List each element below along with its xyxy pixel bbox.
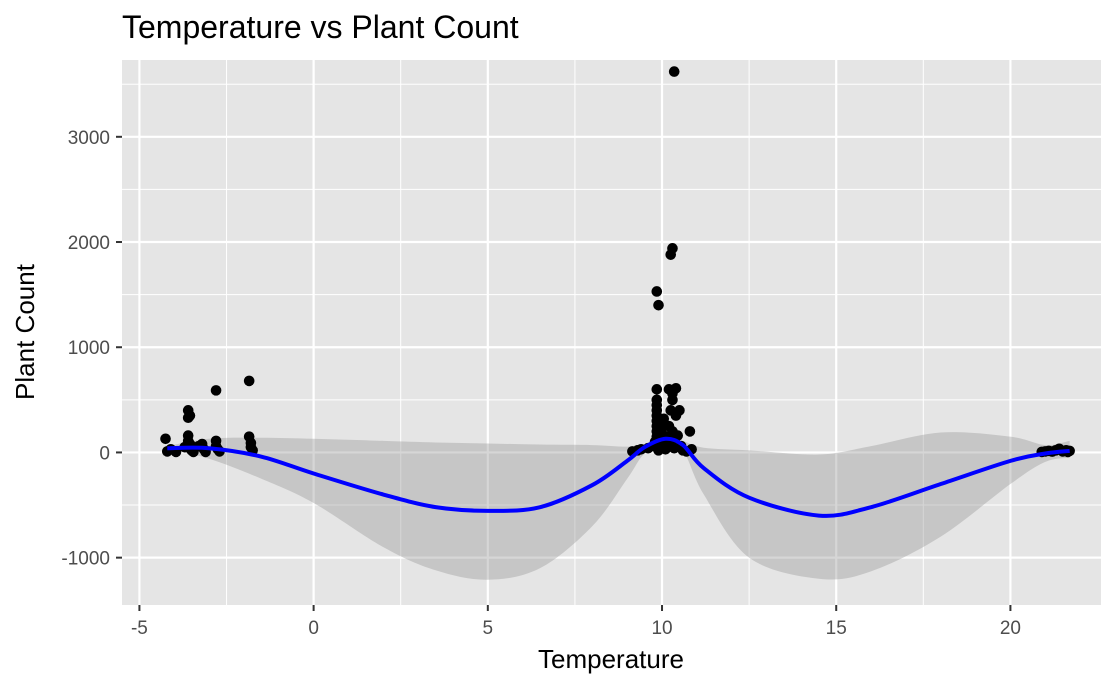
x-tick-label: 0 [308, 618, 319, 639]
x-tick-label: 10 [651, 618, 672, 639]
minor-gridlines [122, 60, 1101, 605]
x-tick-label: -5 [131, 618, 148, 639]
y-tick-label: 0 [99, 443, 110, 464]
y-tick-label: -1000 [61, 549, 110, 570]
x-tick-label: 20 [1000, 618, 1021, 639]
y-tick-label: 2000 [68, 233, 110, 254]
data-point [672, 430, 683, 441]
plot-panel [122, 60, 1101, 605]
data-point [210, 385, 222, 396]
confidence-ribbon [167, 432, 1070, 580]
data-point [653, 299, 664, 311]
data-point [651, 384, 663, 395]
major-gridlines [122, 60, 1101, 605]
data-point [160, 433, 171, 445]
smooth-line [167, 436, 1070, 518]
y-axis-title: Plant Count [10, 263, 40, 400]
data-point [243, 375, 255, 387]
chart-title: Temperature vs Plant Count [122, 9, 519, 45]
y-axis: -1000 0 1000 2000 3000 [61, 128, 122, 570]
y-tick-label: 1000 [68, 338, 110, 359]
data-point [667, 243, 678, 254]
x-tick-label: 15 [826, 618, 847, 639]
data-point [684, 426, 696, 437]
data-point [651, 394, 663, 406]
x-axis-title: Temperature [538, 644, 684, 674]
data-point [670, 382, 682, 394]
data-point [668, 66, 680, 77]
x-axis: -5 0 5 10 15 20 [131, 605, 1021, 639]
x-tick-label: 5 [483, 618, 494, 639]
data-point [658, 413, 670, 425]
y-tick-label: 3000 [68, 128, 110, 149]
data-point [651, 286, 663, 297]
data-point [184, 410, 196, 421]
data-point [674, 405, 685, 416]
data-point [667, 394, 678, 406]
